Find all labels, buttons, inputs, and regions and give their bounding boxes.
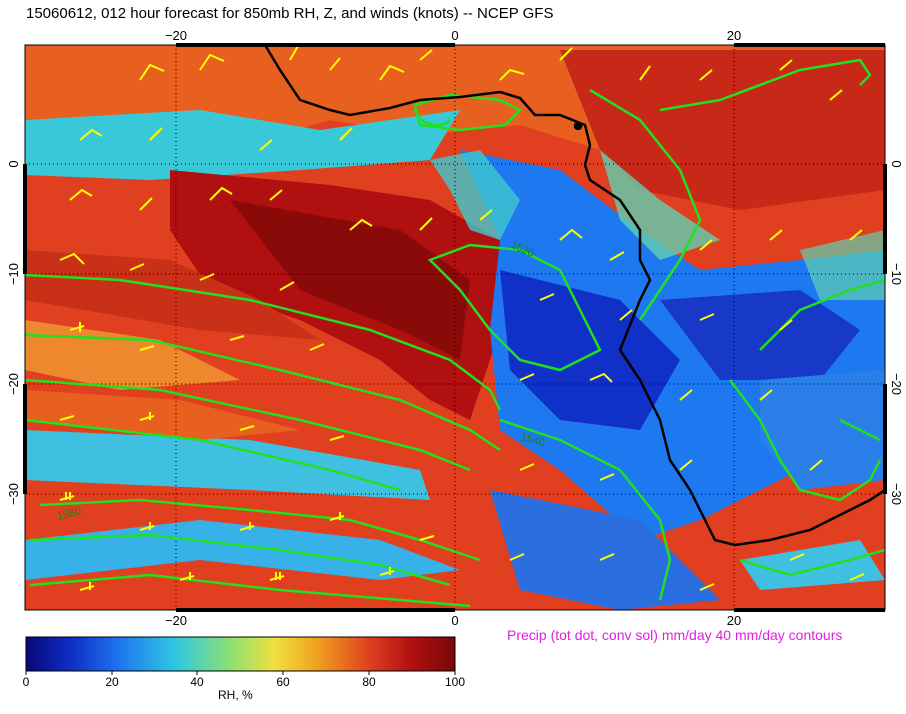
colorbar-tick-20: 20 [105, 675, 119, 689]
colorbar-ticks [25, 671, 456, 675]
lon-label-top-20: 20 [727, 28, 741, 43]
lat-label-right-m20: −20 [889, 373, 904, 395]
lon-label-bottom-m20: −20 [165, 613, 187, 628]
frame-ticks [23, 43, 887, 612]
height-contours [25, 58, 885, 608]
graticule [25, 45, 885, 610]
lon-label-bottom-0: 0 [451, 613, 458, 628]
lat-label-left-0: 0 [6, 160, 21, 167]
colorbar [25, 636, 456, 672]
colorbar-tick-40: 40 [190, 675, 204, 689]
lat-label-right-m10: −10 [889, 263, 904, 285]
colorbar-tick-100: 100 [444, 675, 466, 689]
lat-label-left-m20: −20 [6, 373, 21, 395]
colorbar-tick-60: 60 [276, 675, 290, 689]
coastline [263, 45, 885, 547]
colorbar-tick-80: 80 [362, 675, 376, 689]
lat-label-left-m10: −10 [6, 263, 21, 285]
colorbar-label: RH, % [218, 688, 253, 702]
colorbar-tick-0: 0 [22, 675, 30, 689]
lon-label-bottom-20: 20 [727, 613, 741, 628]
lat-labels: 0 −10 −20 −30 0 −10 −20 −30 [6, 160, 904, 505]
lon-labels: −20 0 20 −20 0 20 [165, 28, 741, 628]
lon-label-top-0: 0 [451, 28, 458, 43]
rh-field [25, 45, 885, 610]
lat-label-left-m30: −30 [6, 483, 21, 505]
lon-label-top-m20: −20 [165, 28, 187, 43]
map-title: 15060612, 012 hour forecast for 850mb RH… [26, 5, 554, 22]
lat-label-right-0: 0 [889, 160, 904, 167]
lat-label-right-m30: −30 [889, 483, 904, 505]
precip-note: Precip (tot dot, conv sol) mm/day 40 mm/… [507, 627, 843, 643]
wind-barbs [59, 45, 865, 591]
